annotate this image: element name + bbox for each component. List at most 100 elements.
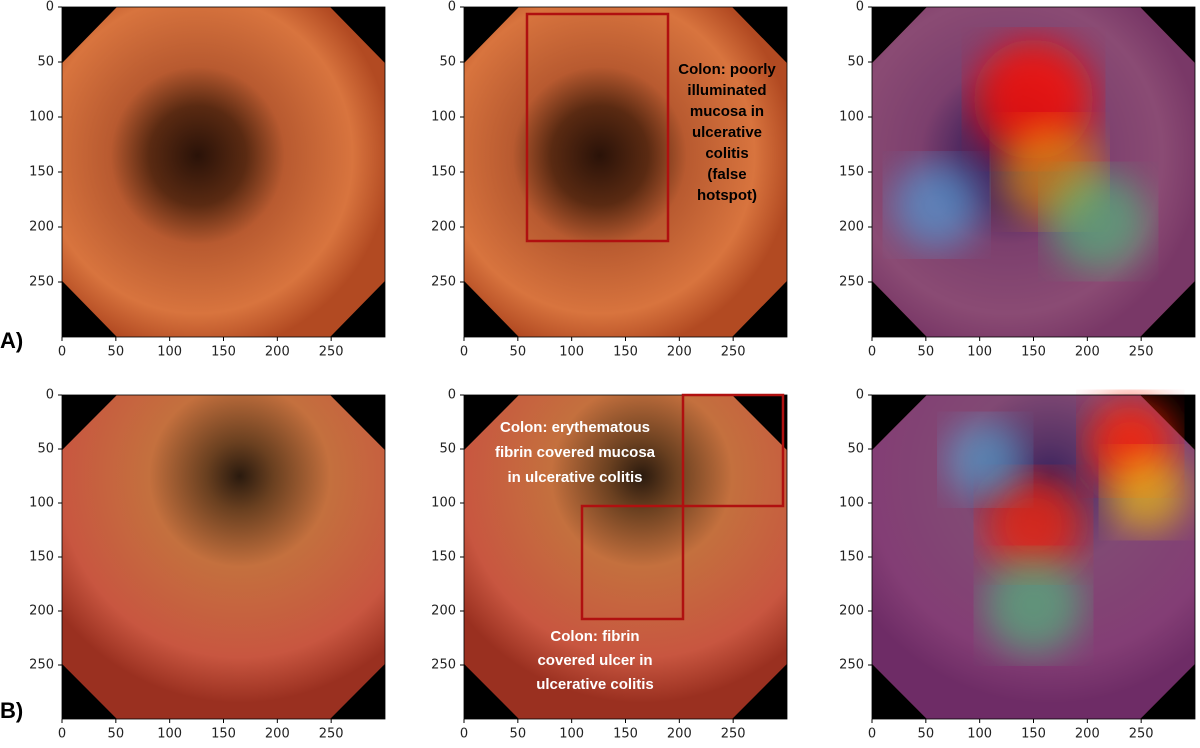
y-tick-label: 0: [46, 0, 54, 15]
x-tick-label: 250: [1129, 345, 1154, 360]
y-tick-label: 100: [839, 496, 864, 511]
x-tick-label: 150: [211, 727, 236, 742]
annotation-line: covered ulcer in: [537, 652, 652, 669]
heatmap-hotspot: [984, 556, 1084, 656]
annotation-line: Colon: erythematous: [500, 419, 650, 436]
y-tick-label: 200: [431, 220, 456, 235]
x-tick-label: 100: [157, 345, 182, 360]
x-tick-label: 0: [460, 345, 468, 360]
panel: 0 50 100 150 200 250 0 50 100 150 200 250 Colon: poo…: [431, 0, 787, 360]
y-tick-label: 250: [431, 275, 456, 290]
x-tick-label: 150: [613, 727, 638, 742]
x-tick-label: 0: [58, 727, 66, 742]
x-tick-label: 250: [1129, 727, 1154, 742]
y-tick-label: 150: [29, 165, 54, 180]
x-tick-label: 100: [157, 727, 182, 742]
x-tick-label: 50: [108, 727, 125, 742]
y-tick-label: 250: [839, 658, 864, 673]
y-tick-label: 100: [29, 496, 54, 511]
panel: 0 50 100 150 200 250 0 50 100 150 200 250: [29, 0, 385, 360]
endoscopy-image: [62, 395, 385, 719]
x-tick-label: 200: [667, 727, 692, 742]
x-tick-label: 100: [967, 727, 992, 742]
annotation-line: colitis: [705, 145, 748, 162]
y-tick-label: 200: [29, 604, 54, 619]
y-tick-label: 200: [431, 604, 456, 619]
x-tick-label: 150: [1021, 345, 1046, 360]
annotation-line: in ulcerative colitis: [507, 469, 642, 486]
panel: 0 50 100 150 200 250 0 50 100 150 200 250: [29, 388, 385, 742]
y-tick-label: 50: [37, 442, 54, 457]
y-tick-label: 100: [431, 110, 456, 125]
x-tick-label: 150: [211, 345, 236, 360]
y-tick-label: 150: [431, 550, 456, 565]
x-tick-label: 250: [721, 727, 746, 742]
y-tick-label: 100: [839, 110, 864, 125]
y-tick-label: 50: [37, 55, 54, 70]
annotation-line: Colon: fibrin: [550, 628, 639, 645]
x-tick-label: 50: [108, 345, 125, 360]
y-tick-label: 100: [431, 496, 456, 511]
annotation-line: illuminated: [687, 82, 766, 99]
annotation-line: ulcerative: [692, 124, 762, 141]
x-tick-label: 150: [1021, 727, 1046, 742]
annotation-line: fibrin covered mucosa: [495, 444, 656, 461]
y-tick-label: 250: [839, 275, 864, 290]
y-tick-label: 0: [856, 0, 864, 15]
x-tick-label: 0: [58, 345, 66, 360]
x-tick-label: 250: [319, 345, 344, 360]
y-tick-label: 0: [448, 388, 456, 403]
y-tick-label: 50: [439, 55, 456, 70]
y-tick-label: 200: [29, 220, 54, 235]
x-tick-label: 100: [559, 727, 584, 742]
x-tick-label: 0: [868, 345, 876, 360]
x-tick-label: 200: [265, 727, 290, 742]
y-tick-label: 100: [29, 110, 54, 125]
x-tick-label: 0: [868, 727, 876, 742]
x-tick-label: 200: [667, 345, 692, 360]
row-label: B): [0, 698, 23, 723]
heatmap-hotspot: [1048, 172, 1148, 272]
x-tick-label: 50: [918, 345, 935, 360]
y-tick-label: 250: [29, 658, 54, 673]
x-tick-label: 0: [460, 727, 468, 742]
y-tick-label: 250: [29, 275, 54, 290]
x-tick-label: 100: [559, 345, 584, 360]
panel: 050100150200250050100150200250: [839, 0, 1195, 360]
annotation-line: (false: [707, 166, 746, 183]
annotation-line: ulcerative colitis: [536, 676, 654, 693]
x-tick-label: 250: [721, 345, 746, 360]
x-tick-label: 50: [918, 727, 935, 742]
annotation-line: hotspot): [697, 187, 757, 204]
y-tick-label: 0: [856, 388, 864, 403]
y-tick-label: 50: [847, 55, 864, 70]
y-tick-label: 200: [839, 220, 864, 235]
annotation-line: mucosa in: [690, 103, 764, 120]
x-tick-label: 150: [613, 345, 638, 360]
y-tick-label: 0: [448, 0, 456, 15]
x-tick-label: 200: [1075, 727, 1100, 742]
y-tick-label: 150: [839, 550, 864, 565]
x-tick-label: 200: [265, 345, 290, 360]
x-tick-label: 50: [510, 727, 527, 742]
panel: 050100150200250050100150200250: [839, 388, 1195, 742]
heatmap-hotspot: [892, 160, 982, 250]
x-tick-label: 200: [1075, 345, 1100, 360]
x-tick-label: 250: [319, 727, 344, 742]
annotation-line: Colon: poorly: [678, 61, 776, 78]
row-label: A): [0, 328, 23, 353]
y-tick-label: 150: [431, 165, 456, 180]
panel: 0 50 100 150 200 250 0 50 100 150 200 250 Colon: ery…: [431, 388, 787, 742]
y-tick-label: 150: [839, 165, 864, 180]
heatmap-hotspot: [945, 420, 1025, 500]
y-tick-label: 0: [46, 388, 54, 403]
y-tick-label: 50: [847, 442, 864, 457]
heatmap-hotspot: [1107, 452, 1187, 532]
endoscopy-image: [62, 7, 385, 337]
x-tick-label: 50: [510, 345, 527, 360]
y-tick-label: 250: [431, 658, 456, 673]
y-tick-label: 50: [439, 442, 456, 457]
y-tick-label: 150: [29, 550, 54, 565]
